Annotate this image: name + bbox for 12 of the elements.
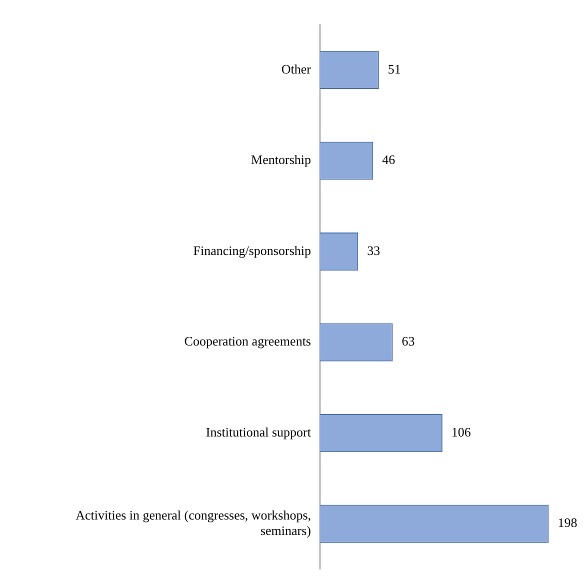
data-label: 63 [402,334,415,349]
y-tick-label: Cooperation agreements [184,334,311,349]
data-label: 51 [388,61,401,76]
y-tick-label: Other [281,61,312,76]
data-label: 33 [367,242,380,258]
data-label: 198 [558,515,578,530]
y-tick-label: Institutional support [206,424,312,440]
y-tick-label: Mentorship [251,152,311,168]
data-label: 46 [382,152,396,168]
data-label: 106 [451,424,472,440]
y-tick-label: Activities in general (congresses, workshops, seminars) [76,507,311,538]
y-tick-label: Financing/sponsorship [193,242,311,258]
